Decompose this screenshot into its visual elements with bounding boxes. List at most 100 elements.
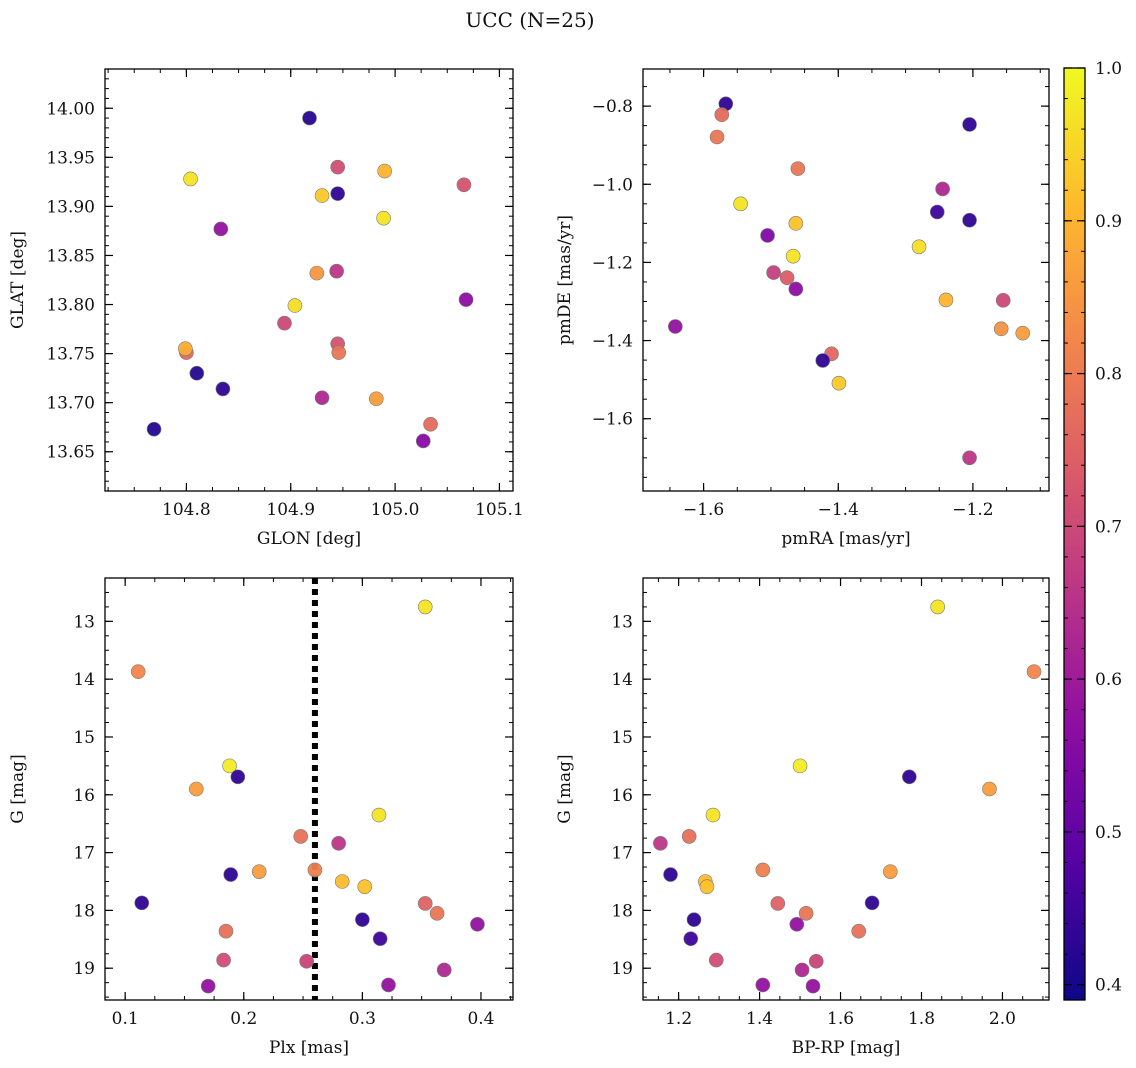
scatter-point — [864, 895, 880, 911]
scatter-point — [287, 298, 303, 313]
scatter-point — [699, 879, 715, 894]
x-tick-label: 0.2 — [230, 1009, 257, 1029]
x-tick-label: −1.2 — [952, 500, 993, 520]
y-tick-label: 13.90 — [46, 197, 95, 217]
scatter-point — [929, 204, 945, 220]
x-tick-label: 0.4 — [467, 1009, 494, 1029]
y-tick-label: 13 — [611, 612, 633, 632]
axes-frame — [104, 68, 514, 492]
scatter-point — [436, 962, 452, 978]
scatter-point — [309, 265, 325, 281]
y-tick-label: −1.6 — [592, 410, 633, 430]
colorbar-tick-label: 0.8 — [1095, 365, 1122, 385]
y-tick-label: 13 — [73, 612, 95, 632]
scatter-point — [183, 171, 198, 187]
scatter-point — [376, 210, 391, 226]
colorbar-frame — [1063, 67, 1086, 1001]
y-tick-label: 13.80 — [46, 296, 95, 316]
scatter-point — [714, 107, 730, 123]
scatter-point — [200, 978, 216, 994]
scatter-point — [377, 163, 392, 179]
y-tick-label: 17 — [611, 844, 633, 864]
scatter-point — [334, 874, 350, 889]
scatter-point — [938, 292, 954, 308]
scatter-point — [216, 952, 231, 968]
scatter-point — [681, 829, 697, 844]
scatter-point — [993, 321, 1009, 337]
scatter-point — [686, 912, 702, 927]
scatter-point — [770, 896, 786, 911]
scatter-point — [222, 758, 237, 774]
scatter-point — [134, 895, 150, 911]
scatter-point — [962, 212, 977, 228]
scatter-point — [683, 931, 699, 947]
scatter-point — [815, 353, 831, 368]
colorbar-gradient — [1064, 68, 1085, 1000]
x-tick-label: 105.1 — [475, 500, 524, 520]
panels: 104.8 104.9 105.0 105.1 13.65 13.70 13.75 13.80… — [8, 68, 1050, 1058]
scatter-point — [330, 159, 345, 175]
scatter-point — [935, 181, 950, 197]
scatter-point — [178, 341, 193, 356]
x-tick-label: 1.6 — [827, 1009, 854, 1029]
colorbar-tick-label: 0.7 — [1095, 517, 1122, 537]
scatter-point — [146, 421, 162, 437]
colorbar: 0.4 0.5 0.6 0.7 0.8 0.9 1.0 — [1063, 59, 1122, 1001]
scatter-point — [785, 248, 801, 264]
panel-top-left: 104.8 104.9 105.0 105.1 13.65 13.70 13.75 13.80… — [8, 68, 524, 549]
scatter-point — [218, 923, 234, 939]
x-tick-label: −1.4 — [818, 500, 859, 520]
scatter-point — [429, 905, 445, 921]
scatter-point — [733, 196, 748, 212]
x-tick-label: 104.8 — [162, 500, 211, 520]
x-tick-label: 1.4 — [746, 1009, 773, 1029]
scatter-point — [663, 867, 678, 882]
scatter-point — [215, 381, 231, 397]
scatter-point — [653, 836, 668, 851]
scatter-point — [456, 177, 472, 193]
scatter-point — [314, 390, 330, 406]
scatter-point — [251, 864, 267, 879]
scatter-point — [708, 952, 724, 968]
x-axis-label: GLON [deg] — [257, 529, 361, 549]
y-tick-label: 13.95 — [46, 148, 95, 168]
y-tick-label: 13.70 — [46, 394, 95, 414]
scatter-point — [760, 228, 775, 243]
y-tick-label: 18 — [611, 901, 633, 921]
x-tick-label: 0.3 — [349, 1009, 376, 1029]
scatter-point — [458, 292, 474, 307]
scatter-point — [930, 599, 945, 615]
y-tick-label: 14 — [73, 670, 95, 690]
y-tick-label: 18 — [73, 901, 95, 921]
scatter-point — [329, 263, 344, 279]
x-tick-label: −1.6 — [683, 500, 724, 520]
scatter-point — [709, 129, 725, 145]
y-tick-label: 16 — [611, 786, 633, 806]
scatter-point — [962, 450, 977, 466]
y-tick-label: −1.2 — [592, 253, 633, 273]
scatter-point — [230, 769, 246, 785]
scatter-point — [307, 862, 323, 878]
x-tick-label: 1.2 — [665, 1009, 692, 1029]
panel-top-right: −1.6 −1.4 −1.2 −1.6 −1.4 −1.2 −1.0 −0.8 pmRA [ma… — [555, 68, 1050, 549]
scatter-point — [355, 912, 370, 927]
scatter-point — [982, 781, 997, 797]
scatter-point — [805, 978, 821, 994]
scatter-point — [883, 864, 898, 879]
scatter-point — [962, 117, 977, 132]
scatter-point — [798, 905, 814, 921]
scatter-point — [794, 962, 810, 978]
scatter-point — [314, 188, 330, 203]
x-tick-label: 104.9 — [266, 500, 315, 520]
scatter-point — [299, 953, 314, 969]
scatter-point — [415, 433, 431, 449]
colorbar-tick-label: 0.9 — [1095, 212, 1122, 232]
x-tick-label: 105.0 — [371, 500, 420, 520]
panel-bottom-right: 1.2 1.4 1.6 1.8 2.0 13 14 15 16 17 18 19 BP-RP [mag]… — [555, 577, 1050, 1058]
scatter-point — [331, 836, 346, 851]
y-tick-label: −1.4 — [592, 332, 633, 352]
y-tick-label: 15 — [73, 728, 95, 748]
scatter-point — [371, 807, 387, 823]
x-tick-label: 2.0 — [989, 1009, 1016, 1029]
y-axis-label: GLAT [deg] — [8, 231, 28, 329]
